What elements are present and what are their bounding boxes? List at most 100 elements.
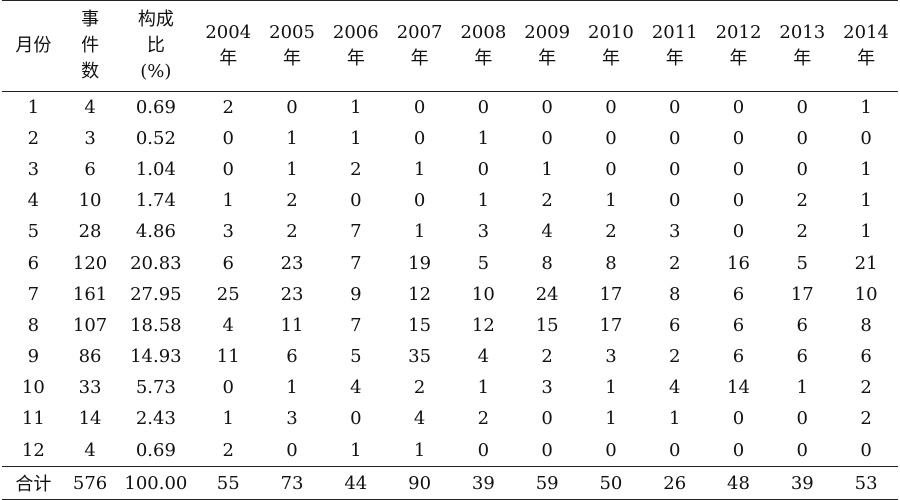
cell-year-value: 0: [668, 96, 681, 118]
cell-year-value: 21: [854, 252, 878, 274]
cell-year-value: 15: [535, 314, 559, 336]
cell-year-value: 0: [413, 96, 426, 118]
cell-year-value: 1: [541, 158, 553, 180]
cell-year-value: 2: [286, 190, 298, 212]
cell-year-value: 23: [280, 252, 304, 274]
header-count-line: 数: [81, 61, 100, 82]
cell-year-value: 0: [668, 158, 681, 180]
cell-ratio: 18.58: [130, 314, 182, 336]
cell-month: 11: [21, 408, 45, 430]
cell-year-value: 2: [668, 252, 681, 274]
total-year-value: 90: [387, 466, 452, 500]
cell-year-value: 5: [350, 346, 362, 368]
header-year: 2006 年: [323, 0, 388, 92]
cell-year-value: 0: [796, 408, 808, 430]
cell-year-value: 11: [280, 314, 304, 336]
cell-year-value: 3: [668, 221, 681, 243]
cell-year-value: 0: [860, 439, 872, 461]
table-row: 3 6 1.04 0 1 2 1 0 1 0 0 0 0 1: [2, 154, 898, 185]
header-month: 月份: [2, 0, 65, 92]
cell-year-value: 2: [413, 377, 426, 399]
cell-year-value: 1: [668, 408, 681, 430]
cell-year-value: 15: [408, 314, 432, 336]
header-year-suffix: 年: [283, 48, 302, 69]
cell-year-value: 23: [280, 283, 304, 305]
cell-ratio: 14.93: [130, 346, 182, 368]
total-year-value: 55: [196, 466, 261, 500]
total-year-value: 39: [451, 466, 516, 500]
cell-ratio: 0.69: [135, 439, 176, 461]
cell-year-value: 4: [541, 221, 553, 243]
cell-year-value: 1: [477, 190, 490, 212]
cell-count: 28: [78, 221, 102, 243]
cell-count: 6: [84, 158, 96, 180]
header-year-suffix: 年: [538, 48, 557, 69]
cell-year-value: 1: [350, 439, 362, 461]
header-year: 2005 年: [260, 0, 324, 92]
cell-year-value: 0: [732, 96, 745, 118]
cell-year-value: 1: [286, 158, 298, 180]
cell-year-value: 0: [350, 408, 362, 430]
cell-month: 10: [21, 377, 45, 399]
header-year-number: 2011: [651, 22, 698, 43]
cell-year-value: 0: [732, 408, 745, 430]
table-row: 7 161 27.95 25 23 9 12 10 24 17 8 6 17 10: [2, 279, 898, 310]
header-year-number: 2006: [332, 22, 379, 43]
total-ratio: 100.00: [115, 466, 197, 500]
cell-month: 12: [21, 439, 45, 461]
header-year-suffix: 年: [219, 48, 238, 69]
header-year-suffix: 年: [793, 48, 812, 69]
cell-year-value: 6: [222, 252, 234, 274]
total-year-value: 44: [323, 466, 388, 500]
cell-year-value: 2: [350, 158, 362, 180]
cell-year-value: 1: [286, 127, 298, 149]
cell-year-value: 1: [222, 408, 234, 430]
cell-year-value: 14: [727, 377, 750, 399]
header-count-line: 事: [81, 9, 100, 30]
cell-year-value: 1: [477, 377, 490, 399]
cell-year-value: 19: [408, 252, 432, 274]
cell-ratio: 27.95: [130, 283, 182, 305]
cell-year-value: 0: [413, 127, 426, 149]
cell-year-value: 2: [860, 408, 872, 430]
cell-count: 107: [72, 314, 108, 336]
total-year-value: 48: [706, 466, 771, 500]
cell-year-value: 3: [605, 346, 617, 368]
cell-year-value: 17: [790, 283, 814, 305]
cell-ratio: 1.74: [135, 190, 176, 212]
cell-year-value: 2: [796, 221, 808, 243]
cell-year-value: 0: [796, 439, 808, 461]
cell-year-value: 2: [477, 408, 490, 430]
total-year-value: 53: [834, 466, 898, 500]
cell-year-value: 25: [216, 283, 240, 305]
cell-year-value: 0: [222, 127, 234, 149]
cell-year-value: 0: [350, 190, 362, 212]
header-year-number: 2012: [715, 22, 762, 43]
cell-year-value: 6: [732, 314, 745, 336]
total-year-value: 39: [770, 466, 835, 500]
cell-count: 120: [72, 252, 108, 274]
cell-year-value: 0: [605, 96, 617, 118]
cell-year-value: 0: [860, 127, 872, 149]
cell-month: 5: [27, 221, 40, 243]
total-count: 576: [64, 466, 116, 500]
table-row: 10 33 5.73 0 1 4 2 1 3 1 4 14 1 2: [2, 373, 898, 404]
cell-year-value: 6: [796, 346, 808, 368]
cell-year-value: 1: [860, 190, 872, 212]
cell-year-value: 7: [350, 252, 362, 274]
cell-year-value: 8: [605, 252, 617, 274]
cell-month: 2: [27, 127, 40, 149]
cell-year-value: 3: [222, 221, 234, 243]
cell-year-value: 6: [860, 346, 872, 368]
cell-year-value: 1: [477, 127, 490, 149]
table-row: 1 4 0.69 2 0 1 0 0 0 0 0 0 0 1: [2, 92, 898, 124]
cell-year-value: 6: [286, 346, 298, 368]
header-year: 2013 年: [770, 0, 835, 92]
header-year-suffix: 年: [474, 48, 493, 69]
cell-count: 33: [78, 377, 102, 399]
cell-month: 1: [27, 96, 40, 118]
cell-year-value: 7: [350, 221, 362, 243]
cell-year-value: 0: [541, 439, 553, 461]
header-year-suffix: 年: [729, 48, 748, 69]
cell-year-value: 0: [477, 96, 490, 118]
